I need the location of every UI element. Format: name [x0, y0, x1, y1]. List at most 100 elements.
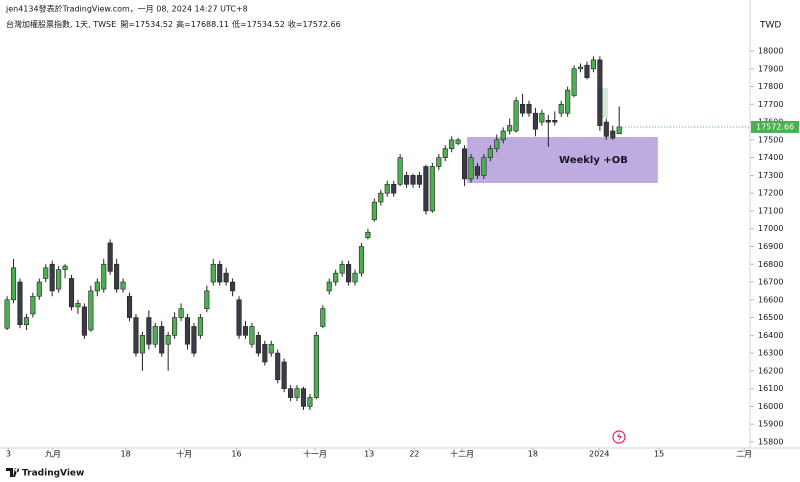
- y-tick-label: 15900: [758, 420, 783, 429]
- last-price-label: 17572.66: [756, 122, 794, 131]
- candle-body: [371, 201, 377, 221]
- candle-body: [610, 130, 616, 139]
- y-tick-label: 17300: [758, 171, 783, 180]
- y-tick-label: 16000: [758, 402, 783, 411]
- x-tick-label: 18: [121, 450, 131, 459]
- candle-body: [442, 148, 448, 158]
- candle-body: [10, 267, 17, 301]
- candle-body: [500, 130, 506, 141]
- y-tick-label: 17700: [758, 100, 783, 109]
- candle-body: [397, 157, 403, 185]
- y-tick-label: 16400: [758, 331, 783, 340]
- ohlc-value: 17534.52: [135, 20, 173, 29]
- ohlc-value: 17572.66: [303, 20, 341, 29]
- candle-body: [43, 267, 49, 279]
- ohlc-value: 17688.11: [191, 20, 229, 29]
- candle-body: [126, 295, 133, 318]
- candle-body: [507, 125, 513, 132]
- ohlc-label: 開=: [120, 20, 135, 29]
- candle-body: [423, 166, 429, 212]
- y-tick-label: 17200: [758, 189, 783, 198]
- ohlc-label: 收=: [288, 19, 303, 29]
- ohlc-value: 17534.52: [247, 20, 285, 29]
- y-tick-label: 17100: [758, 206, 783, 215]
- y-tick-label: 16600: [758, 295, 783, 304]
- candle-body: [481, 157, 487, 176]
- candle-body: [120, 281, 126, 290]
- candle-body: [268, 343, 274, 354]
- candle-body: [597, 59, 603, 126]
- tv-logo: [6, 468, 20, 477]
- y-tick-label: 16200: [758, 366, 783, 375]
- candle-body: [552, 120, 558, 123]
- candle-body: [468, 157, 474, 180]
- candle-body: [152, 326, 158, 345]
- x-tick-label: 3: [6, 450, 11, 459]
- candle-body: [474, 166, 481, 176]
- candle-body: [513, 100, 519, 132]
- candle-body: [532, 112, 538, 130]
- candle-body: [313, 335, 319, 398]
- y-tick-label: 17900: [758, 64, 783, 73]
- candle-body: [462, 148, 468, 180]
- candle-body: [429, 166, 435, 212]
- candle-body: [571, 68, 577, 96]
- candle-body: [519, 104, 526, 114]
- y-tick-label: 17500: [758, 135, 783, 144]
- candle-body: [62, 265, 68, 270]
- candle-body: [81, 306, 87, 336]
- candle-body: [449, 139, 455, 150]
- candle-body: [616, 126, 622, 135]
- candle-body: [56, 269, 62, 290]
- highlight: [597, 88, 608, 118]
- candle-body: [358, 246, 365, 274]
- candle-body: [288, 388, 294, 398]
- candle-body: [455, 139, 461, 144]
- candle-body: [436, 157, 442, 167]
- candle-body: [178, 308, 184, 318]
- y-tick-label: 17800: [758, 82, 783, 91]
- candle-body: [565, 89, 571, 114]
- candle-body: [23, 317, 29, 325]
- candle-body: [146, 317, 152, 345]
- candle-body: [49, 263, 55, 292]
- candle-body: [75, 303, 81, 308]
- y-tick-label: 16800: [758, 260, 783, 269]
- currency: TWD: [759, 21, 781, 31]
- candle-body: [365, 231, 371, 238]
- x-tick-label: 15: [654, 450, 664, 459]
- x-tick-label: 22: [409, 450, 419, 459]
- candle-body: [300, 388, 307, 407]
- candle-body: [416, 175, 423, 185]
- candle-body: [139, 335, 145, 354]
- candle-body: [307, 397, 313, 407]
- candle-body: [333, 272, 339, 283]
- candle-body: [172, 317, 178, 336]
- y-tick-label: 18000: [758, 47, 783, 56]
- y-tick-label: 15800: [758, 437, 783, 446]
- candle-body: [584, 64, 590, 78]
- candle-body: [590, 59, 596, 70]
- x-tick-label: 十二月: [450, 449, 474, 459]
- x-tick-label: 九月: [45, 450, 61, 459]
- candle-body: [191, 326, 197, 354]
- last-price-box: [751, 120, 799, 133]
- candle-body: [249, 326, 255, 345]
- ohlc-label: 低=: [232, 19, 247, 29]
- candle-body: [17, 281, 23, 325]
- candle-body: [294, 388, 300, 398]
- x-tick-label: 13: [364, 450, 374, 459]
- candle-body: [326, 281, 332, 292]
- y-tick-label: 16700: [758, 278, 783, 287]
- candle-body: [487, 148, 493, 158]
- candle-body: [339, 263, 345, 274]
- symbol-name: 台灣加權股票指數, 1天, TWSE: [6, 19, 116, 29]
- candle-body: [184, 317, 191, 345]
- candle-body: [236, 299, 242, 336]
- candle-body: [494, 139, 500, 150]
- x-tick-label: 18: [528, 450, 538, 459]
- lightning-icon: [612, 430, 626, 444]
- y-tick-label: 16500: [758, 313, 783, 322]
- candle-body: [526, 104, 532, 114]
